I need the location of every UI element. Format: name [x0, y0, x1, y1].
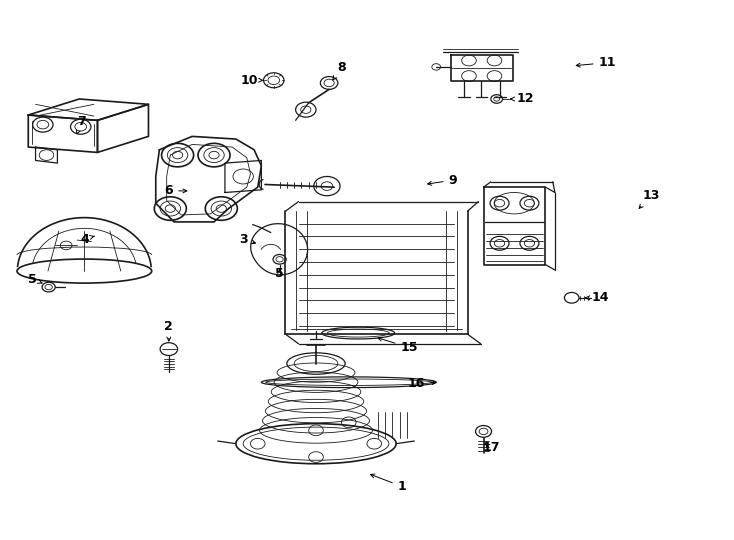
Text: 7: 7 — [76, 115, 86, 134]
Text: 4: 4 — [80, 233, 94, 246]
Text: 3: 3 — [239, 233, 255, 246]
Text: 17: 17 — [482, 441, 500, 454]
Text: 2: 2 — [164, 320, 173, 341]
Text: 12: 12 — [511, 92, 534, 105]
Text: 9: 9 — [428, 174, 457, 187]
Text: 14: 14 — [586, 291, 608, 305]
Text: 15: 15 — [378, 337, 418, 354]
Text: 10: 10 — [240, 74, 264, 87]
Text: 8: 8 — [333, 62, 346, 80]
Text: 6: 6 — [164, 184, 187, 198]
Text: 11: 11 — [576, 56, 616, 69]
Text: 13: 13 — [639, 188, 660, 208]
Text: 5: 5 — [275, 267, 284, 280]
Text: 1: 1 — [371, 474, 407, 493]
Text: 5: 5 — [28, 273, 42, 286]
Text: 16: 16 — [408, 377, 436, 390]
